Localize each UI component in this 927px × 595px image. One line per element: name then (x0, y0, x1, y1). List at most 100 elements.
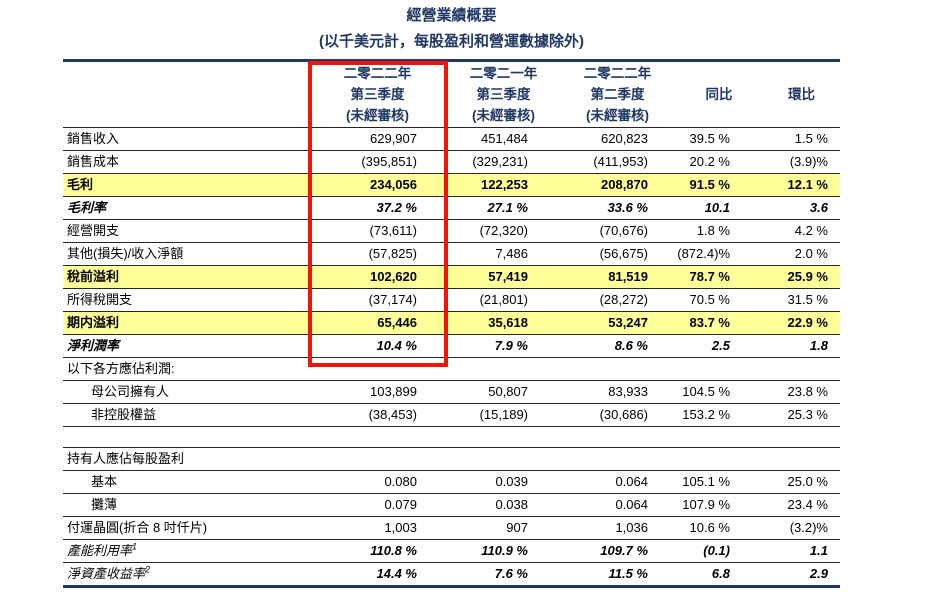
cell-value: 81,519 (608, 269, 648, 284)
footnote-superscript: 1 (132, 541, 138, 552)
cell-value: (56,675) (599, 246, 648, 261)
cell-value: 0.039 (495, 474, 528, 489)
row-label-text: 非控股權益 (91, 407, 157, 422)
row-label-text: 淨利潤率 (67, 338, 120, 353)
table-row: 毛利 234,056 122,253 208,870 91.5 % 12.1 % (63, 174, 840, 197)
row-label-text: 付運晶圓(折合 8 吋仟片) (67, 520, 208, 535)
row-label: 非控股權益 (63, 404, 308, 426)
cell-value: (37,174) (368, 292, 417, 307)
row-label: 淨資產收益率2 (63, 563, 308, 585)
row-label-text: 母公司擁有人 (91, 384, 170, 399)
column-header-qoq: 環比 (763, 84, 840, 105)
cell-value: 91.5 % (689, 177, 730, 192)
cell-value: 1.1 (809, 543, 828, 558)
cell-value: 53,247 (608, 315, 648, 330)
row-label-text: 攤薄 (91, 497, 118, 512)
header-line: 二零二一年 (469, 66, 538, 81)
cell-value: 78.7 % (689, 269, 730, 284)
cell-value: 33.6 % (607, 200, 648, 215)
cell-value: 70.5 % (689, 292, 730, 307)
cell-value: 105.1 % (682, 474, 730, 489)
cell-value: 2.0 % (794, 246, 828, 261)
table-row: 持有人應佔每股盈利 (63, 447, 840, 471)
cell-value: 110.8 % (370, 543, 417, 558)
cell-value: 83.7 % (689, 315, 730, 330)
cell-value: 23.8 % (787, 384, 828, 399)
row-label: 期内溢利 (63, 312, 308, 334)
cell-value: 0.038 (495, 497, 528, 512)
cell-value: 23.4 % (787, 497, 828, 512)
header-line: (未經審核) (586, 108, 649, 123)
row-label-text: 淨資產收益率 (67, 566, 146, 581)
row-label-text: 期内溢利 (67, 315, 120, 330)
cell-value: 620,823 (601, 131, 648, 146)
cell-value: 50,807 (488, 384, 528, 399)
document-header: 經營業績概要 (以千美元計，每股盈利和營運數據除外) (63, 6, 840, 52)
table-row: 淨資產收益率2 14.4 % 7.6 % 11.5 % 6.8 2.9 (63, 563, 840, 588)
row-label: 其他(損失)/收入淨額 (63, 243, 308, 265)
table-row: 淨利潤率 10.4 % 7.9 % 8.6 % 2.5 1.8 (63, 335, 840, 358)
row-label: 持有人應佔每股盈利 (63, 448, 308, 470)
header-line: (未經審核) (346, 108, 409, 123)
row-label: 毛利率 (63, 197, 308, 219)
header-line: 第三季度 (350, 87, 405, 102)
header-line: 第三季度 (476, 87, 531, 102)
row-label: 經營開支 (63, 220, 308, 242)
row-label: 銷售收入 (63, 128, 308, 150)
row-label: 稅前溢利 (63, 266, 308, 288)
cell-value: (70,676) (599, 223, 648, 238)
cell-value: 7,486 (495, 246, 528, 261)
page-title: 經營業績概要 (406, 7, 497, 24)
column-header-2022-q2: 二零二二年 第二季度 (未經審核) (560, 63, 675, 126)
cell-value: (57,825) (368, 246, 417, 261)
row-label: 基本 (63, 471, 308, 493)
cell-value: 451,484 (481, 131, 528, 146)
table-row: 銷售成本 (395,851) (329,231) (411,953) 20.2 … (63, 151, 840, 174)
cell-value: 7.6 % (494, 566, 528, 581)
row-label: 攤薄 (63, 494, 308, 516)
row-label-text: 銷售成本 (67, 154, 120, 169)
table-row: 毛利率 37.2 % 27.1 % 33.6 % 10.1 3.6 (63, 197, 840, 220)
row-label-text: 稅前溢利 (67, 269, 120, 284)
cell-value: 102,620 (370, 269, 417, 284)
row-label: 所得稅開支 (63, 289, 308, 311)
cell-value: 2.9 (809, 566, 828, 581)
table-row: 產能利用率1 110.8 % 110.9 % 109.7 % (0.1) 1.1 (63, 540, 840, 563)
row-label: 以下各方應佔利潤: (63, 358, 308, 380)
cell-value: (411,953) (593, 154, 648, 169)
table-row (63, 427, 840, 447)
row-label-text: 持有人應佔每股盈利 (67, 451, 185, 466)
cell-value: (329,231) (472, 154, 528, 169)
cell-value: (30,686) (599, 407, 648, 422)
cell-value: 22.9 % (787, 315, 828, 330)
cell-value: 2.5 (711, 338, 730, 353)
cell-value: 25.3 % (787, 407, 828, 422)
cell-value: 7.9 % (494, 338, 528, 353)
cell-value: 10.1 (704, 200, 730, 215)
cell-value: (28,272) (599, 292, 648, 307)
cell-value: (73,611) (369, 223, 417, 238)
cell-value: 3.6 (809, 200, 828, 215)
cell-value: 1,036 (615, 520, 648, 535)
cell-value: 1.8 % (696, 223, 730, 238)
cell-value: 39.5 % (689, 131, 730, 146)
table-row: 付運晶圓(折合 8 吋仟片) 1,003 907 1,036 10.6 % (3… (63, 517, 840, 540)
cell-value: 35,618 (488, 315, 528, 330)
cell-value: (21,801) (479, 292, 528, 307)
cell-value: 10.6 % (689, 520, 730, 535)
table-row: 母公司擁有人 103,899 50,807 83,933 104.5 % 23.… (63, 381, 840, 404)
row-label-text: 銷售收入 (67, 131, 120, 146)
row-label-text: 所得稅開支 (67, 292, 133, 307)
row-label: 產能利用率1 (63, 540, 308, 562)
header-line: 二零二二年 (343, 66, 412, 81)
cell-value: 0.079 (384, 497, 417, 512)
row-label: 毛利 (63, 174, 308, 196)
row-label-text: 以下各方應佔利潤: (67, 361, 175, 376)
table-row: 稅前溢利 102,620 57,419 81,519 78.7 % 25.9 % (63, 266, 840, 289)
cell-value: 14.4 % (376, 566, 417, 581)
table-row: 經營開支 (73,611) (72,320) (70,676) 1.8 % 4.… (63, 220, 840, 243)
table-row: 攤薄 0.079 0.038 0.064 107.9 % 23.4 % (63, 494, 840, 517)
cell-value: 907 (506, 520, 528, 535)
table-header-row: 二零二二年 第三季度 (未經審核) 二零二一年 第三季度 (未經審核) 二零二二… (63, 59, 840, 128)
